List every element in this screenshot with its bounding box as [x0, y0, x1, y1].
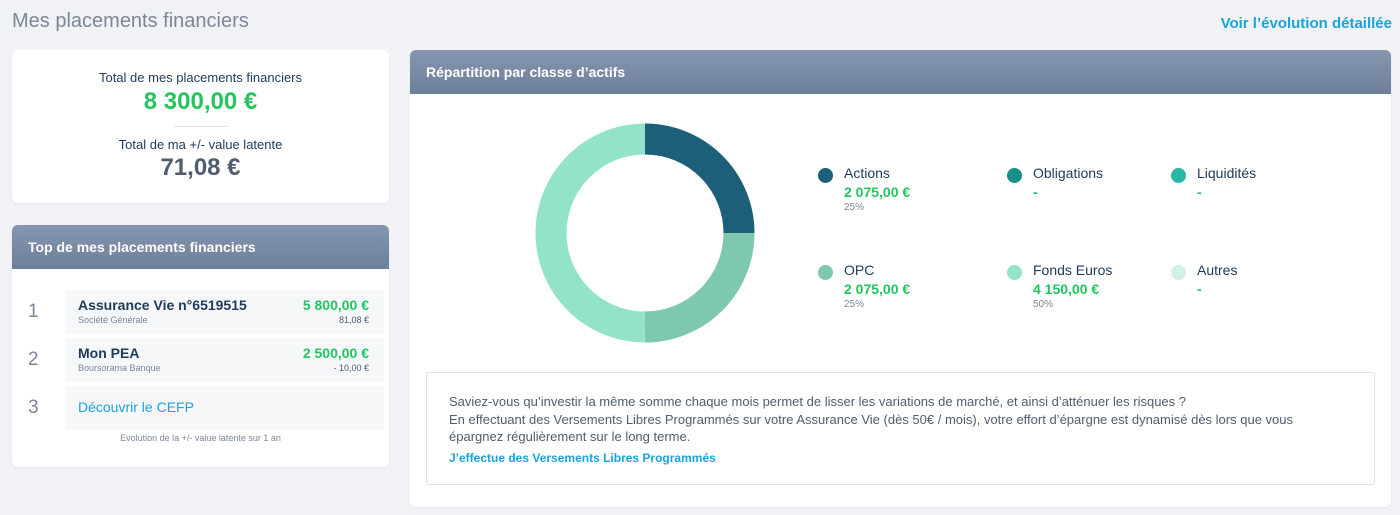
detailed-evolution-link[interactable]: Voir l’évolution détaillée — [1220, 15, 1392, 32]
totals-divider — [174, 126, 228, 127]
page-title: Mes placements financiers — [12, 10, 249, 32]
legend-percent: 25% — [844, 299, 865, 310]
legend-name: Obligations — [1033, 165, 1104, 181]
top-item-name: Mon PEA — [78, 345, 140, 361]
allocation-donut-chart — [535, 123, 755, 343]
legend-value: - — [1197, 281, 1202, 297]
totals-card: Total de mes placements financiers 8 300… — [12, 50, 389, 203]
top-placements-card: Top de mes placements financiers 1 Assur… — [12, 225, 389, 467]
legend-name: Actions — [844, 165, 890, 181]
top-item-box[interactable]: Assurance Vie n°6519515 Société Générale… — [66, 290, 384, 334]
top-item-latent-value: - 10,00 € — [333, 363, 369, 373]
legend-value: - — [1197, 184, 1202, 200]
legend-value: 2 075,00 € — [844, 281, 911, 297]
total-label: Total de mes placements financiers — [98, 70, 303, 85]
legend-name: Liquidités — [1197, 165, 1257, 181]
legend-percent: 50% — [1033, 299, 1054, 310]
donut-slice-opc — [535, 123, 755, 343]
latent-value: 71,08 € — [160, 154, 241, 181]
legend-dot-icon — [818, 168, 833, 183]
legend-dot-icon — [1007, 168, 1022, 183]
total-value: 8 300,00 € — [143, 88, 258, 115]
top-item-name: Assurance Vie n°6519515 — [78, 297, 247, 313]
latent-label: Total de ma +/- value latente — [118, 137, 283, 152]
scheduled-payments-link[interactable]: J’effectue des Versements Libres Program… — [449, 451, 716, 465]
legend-value: - — [1033, 184, 1038, 200]
top-item-rank: 3 — [28, 397, 39, 418]
legend-percent: 25% — [844, 202, 865, 213]
top-item-institution: Boursorama Banque — [78, 363, 161, 373]
asset-allocation-card: Répartition par classe d’actifs Actions 2… — [410, 50, 1391, 507]
donut-slice-fonds-euros — [535, 123, 755, 343]
legend-name: Autres — [1197, 262, 1238, 278]
top-item-box[interactable]: Découvrir le CEFP — [66, 386, 384, 430]
legend-dot-icon — [818, 265, 833, 280]
top-item-amount: 2 500,00 € — [302, 345, 369, 361]
top-item-latent-value: 81,08 € — [338, 315, 369, 325]
top-item-box[interactable]: Mon PEA Boursorama Banque 2 500,00 € - 1… — [66, 338, 384, 382]
legend-value: 4 150,00 € — [1033, 281, 1100, 297]
legend-value: 2 075,00 € — [844, 184, 911, 200]
top-item-rank: 1 — [28, 301, 39, 322]
top-item-3[interactable]: 3 Découvrir le CEFP — [22, 386, 384, 430]
legend-name: Fonds Euros — [1033, 262, 1113, 278]
legend-dot-icon — [1171, 265, 1186, 280]
tip-text-body: En effectuant des Versements Libres Prog… — [449, 412, 1293, 444]
asset-allocation-header: Répartition par classe d’actifs — [410, 50, 1391, 94]
discover-cefp-link[interactable]: Découvrir le CEFP — [78, 399, 194, 415]
tip-box: Saviez-vous qu’investir la même somme ch… — [426, 372, 1375, 485]
legend-dot-icon — [1171, 168, 1186, 183]
legend-dot-icon — [1007, 265, 1022, 280]
top-item-rank: 2 — [28, 349, 39, 370]
top-placements-header: Top de mes placements financiers — [12, 225, 389, 269]
legend-name: OPC — [844, 262, 875, 278]
top-item-2[interactable]: 2 Mon PEA Boursorama Banque 2 500,00 € -… — [22, 338, 384, 382]
top-item-amount: 5 800,00 € — [302, 297, 369, 313]
top-item-institution: Société Générale — [78, 315, 148, 325]
latent-evolution-footnote: Evolution de la +/- value latente sur 1 … — [120, 433, 281, 443]
top-item-1[interactable]: 1 Assurance Vie n°6519515 Société Généra… — [22, 290, 384, 334]
tip-text-question: Saviez-vous qu’investir la même somme ch… — [449, 394, 1186, 409]
